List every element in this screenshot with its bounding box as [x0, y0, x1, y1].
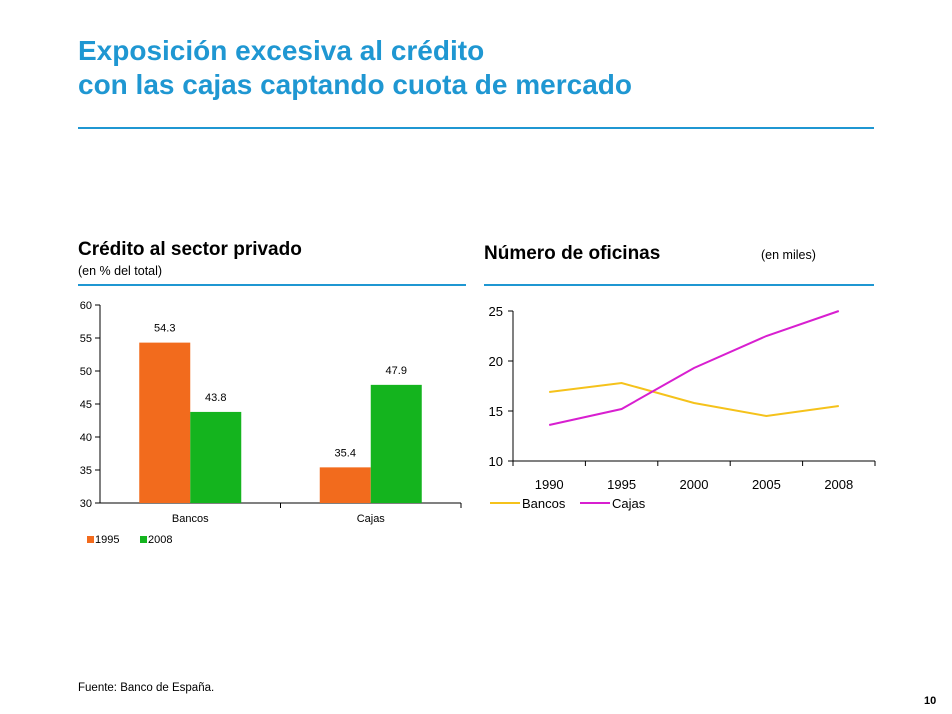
line-y-tick-label: 15	[489, 404, 503, 419]
right-chart-subtitle: (en miles)	[761, 248, 816, 262]
bar-1995-Cajas	[319, 467, 371, 503]
line-y-tick-label: 20	[489, 354, 503, 369]
line-x-tick-label: 2008	[824, 477, 853, 492]
bar-y-tick-label: 40	[80, 432, 92, 444]
line-x-tick-label: 1995	[607, 477, 636, 492]
bar-data-label: 43.8	[205, 392, 226, 404]
slide-title-line1: Exposición excesiva al crédito	[78, 35, 485, 66]
line-x-tick-label: 2005	[752, 477, 781, 492]
bar-data-label: 35.4	[335, 447, 356, 459]
bar-y-tick-label: 35	[80, 465, 92, 477]
source-note: Fuente: Banco de España.	[78, 682, 215, 694]
bar-legend-label: 1995	[95, 534, 119, 546]
page-number: 10	[924, 695, 937, 707]
line-series-Bancos	[549, 381, 839, 418]
bar-category-label: Bancos	[172, 513, 209, 525]
line-y-tick-label: 25	[489, 304, 503, 319]
right-chart-title: Número de oficinas	[484, 243, 661, 264]
left-chart-subtitle: (en % del total)	[78, 264, 163, 278]
slide-title-line2: con las cajas captando cuota de mercado	[78, 69, 632, 100]
line-x-tick-label: 1990	[535, 477, 564, 492]
title-divider	[78, 127, 874, 129]
right-chart-divider	[484, 284, 874, 286]
bar-y-tick-label: 50	[80, 366, 92, 378]
slide-title: Exposición excesiva al crédito con las c…	[78, 34, 878, 102]
left-chart-divider	[78, 284, 466, 286]
bar-legend-label: 2008	[148, 534, 172, 546]
bar-category-label: Cajas	[357, 513, 386, 525]
bar-y-tick-label: 55	[80, 333, 92, 345]
bar-1995-Bancos	[139, 342, 191, 503]
line-legend-label: Cajas	[612, 496, 646, 511]
bar-2008-Cajas	[370, 384, 422, 503]
line-y-tick-label: 10	[489, 454, 503, 469]
bar-y-tick-label: 60	[80, 300, 92, 312]
bar-legend-swatch-2008	[140, 536, 147, 543]
bar-data-label: 47.9	[386, 365, 407, 377]
line-legend-label: Bancos	[522, 496, 566, 511]
line-x-tick-label: 2000	[680, 477, 709, 492]
bar-2008-Bancos	[190, 411, 242, 503]
left-chart-title: Crédito al sector privado	[78, 239, 302, 260]
bar-legend-swatch-1995	[87, 536, 94, 543]
bar-data-label: 54.3	[154, 323, 175, 335]
line-series-Cajas	[548, 310, 840, 426]
bar-y-tick-label: 30	[80, 498, 92, 510]
bar-y-tick-label: 45	[80, 399, 92, 411]
